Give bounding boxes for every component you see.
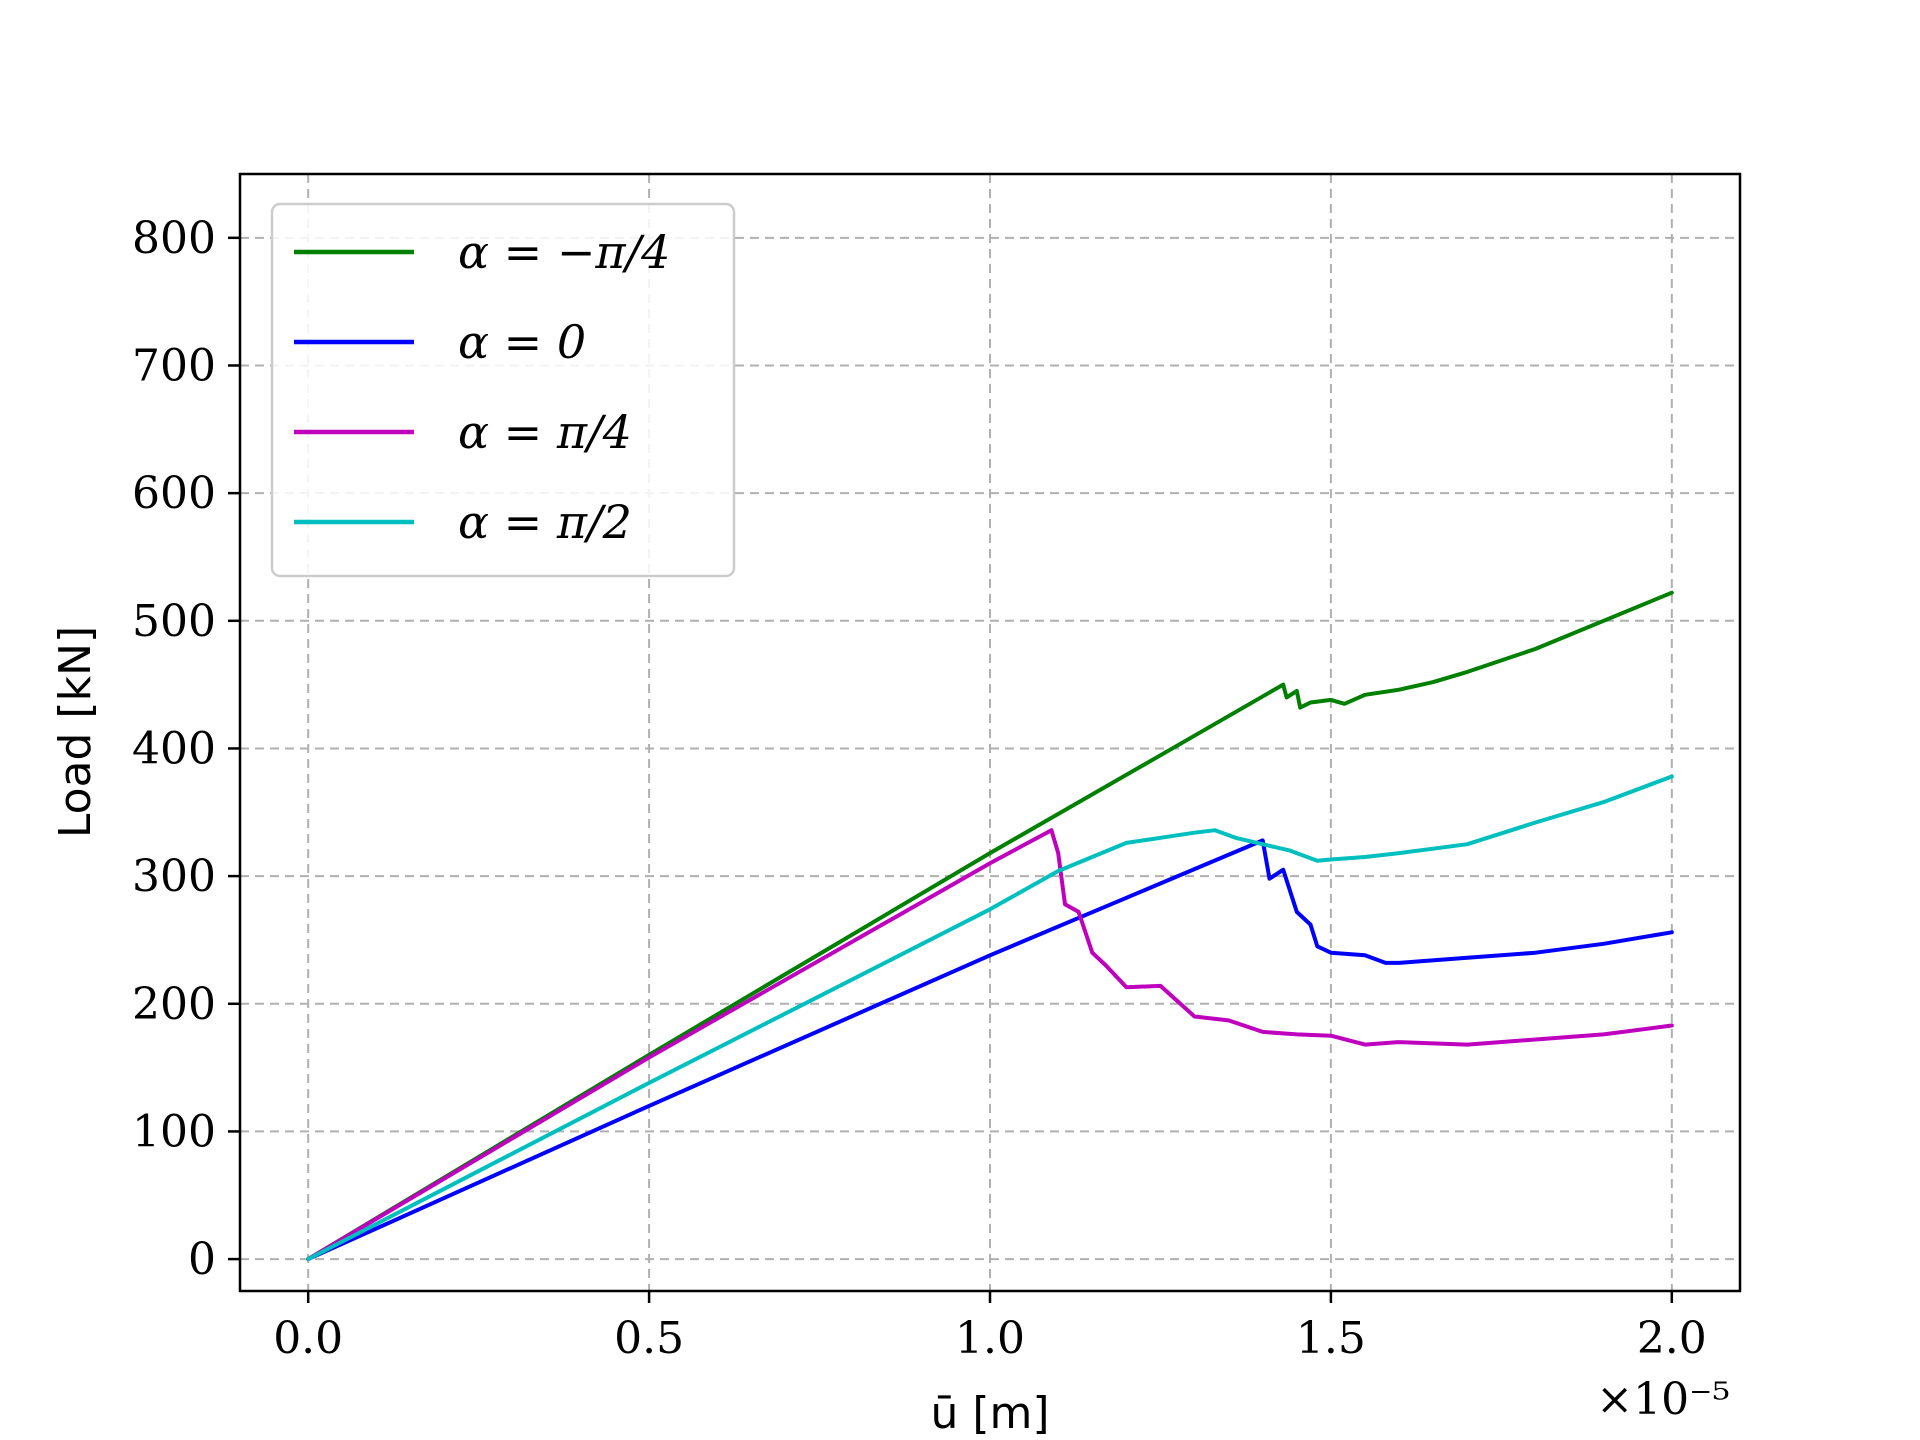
- y-tick-label: 800: [132, 213, 216, 264]
- legend-label-4: α = π/2: [458, 495, 632, 549]
- legend-label-1: α = −π/4: [458, 225, 670, 279]
- y-tick-label: 300: [132, 851, 216, 902]
- y-tick-label: 0: [188, 1234, 216, 1285]
- x-tick-label: 1.5: [1296, 1313, 1366, 1364]
- series-line-3: [306, 828, 1674, 1262]
- x-axis-offset-label: ×10⁻⁵: [1596, 1374, 1730, 1425]
- y-tick-label: 200: [132, 979, 216, 1030]
- x-tick-label: 1.0: [955, 1313, 1025, 1364]
- x-axis-label: ū [m]: [930, 1388, 1049, 1439]
- y-axis-label: Load [kN]: [50, 626, 101, 838]
- legend-label-3: α = π/4: [458, 405, 632, 459]
- series-line-2: [306, 838, 1674, 1262]
- y-tick-label: 700: [132, 340, 216, 391]
- x-tick-label: 0.5: [614, 1313, 684, 1364]
- y-tick-label: 600: [132, 468, 216, 519]
- y-tick-label: 500: [132, 596, 216, 647]
- y-tick-label: 400: [132, 723, 216, 774]
- x-tick-label: 0.0: [273, 1313, 343, 1364]
- grid-lines: [240, 174, 1740, 1291]
- x-tick-label: 2.0: [1637, 1313, 1707, 1364]
- series-line-4: [306, 774, 1674, 1262]
- legend-label-2: α = 0: [458, 315, 586, 369]
- legend-box: [270, 202, 736, 578]
- axis-ticks: 0.0 0.5 1.0 1.5 2.0 0 100 200 300 400 500 600 700 800: [132, 213, 1707, 1364]
- legend: α = −π/4 α = 0 α = π/4 α = π/2: [270, 202, 736, 578]
- series-line-1: [306, 590, 1674, 1262]
- series-lines: [306, 590, 1674, 1262]
- y-tick-label: 100: [132, 1106, 216, 1157]
